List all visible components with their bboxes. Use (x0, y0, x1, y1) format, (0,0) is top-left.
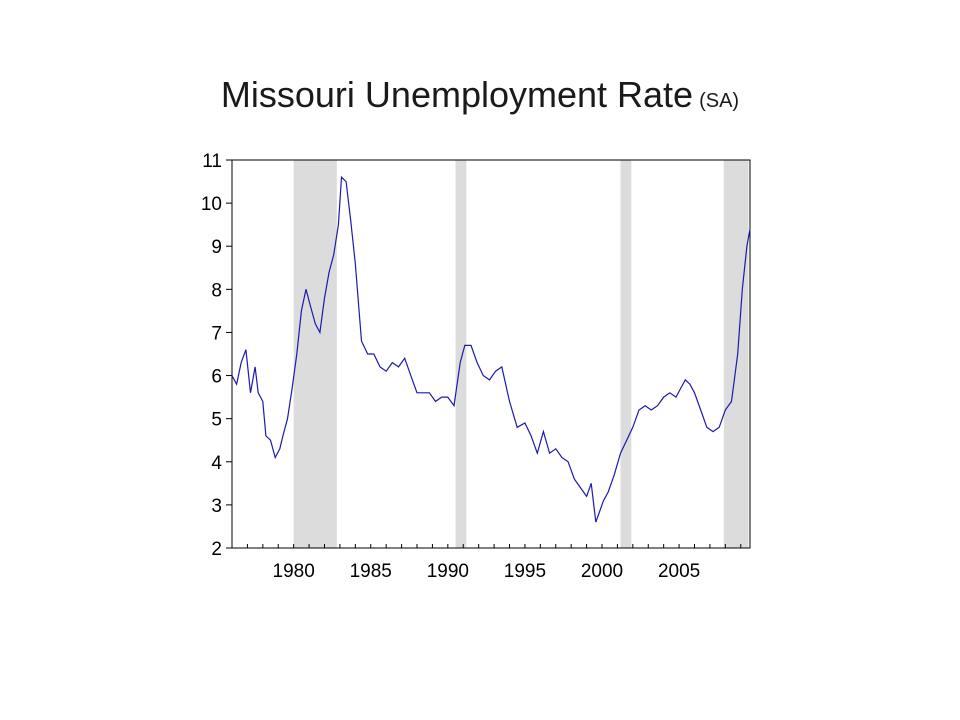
x-tick-label: 1995 (504, 561, 546, 582)
recession-band (293, 160, 337, 548)
recession-band (723, 160, 749, 548)
y-tick-label: 2 (211, 539, 222, 560)
x-tick-label: 2005 (658, 561, 700, 582)
plot-frame (231, 159, 751, 549)
chart-title-sub: (SA) (699, 90, 740, 112)
recession-band (620, 160, 632, 548)
y-tick-label: 9 (211, 237, 222, 258)
unemployment-rate-line (231, 175, 751, 523)
x-axis: 1980 1985 1990 1995 2000 2005 (231, 544, 742, 582)
chart-title: Missouri Unemployment Rate (SA) (0, 74, 960, 116)
x-tick-label: 1990 (427, 561, 469, 582)
y-tick-label: 6 (211, 367, 222, 388)
y-axis: 2 3 4 5 6 7 8 9 10 11 (201, 151, 232, 560)
y-tick-label: 11 (202, 151, 222, 172)
y-tick-label: 8 (211, 280, 222, 301)
x-tick-label: 2000 (581, 561, 623, 582)
recession-bands (293, 160, 749, 548)
recession-band (455, 160, 467, 548)
y-tick-label: 5 (211, 410, 222, 431)
y-tick-label: 7 (211, 323, 222, 344)
y-tick-label: 10 (201, 194, 222, 215)
chart-title-main: Missouri Unemployment Rate (220, 74, 694, 115)
y-tick-label: 3 (211, 496, 222, 517)
x-tick-label: 1985 (350, 561, 392, 582)
y-tick-label: 4 (211, 453, 222, 474)
x-tick-label: 1980 (273, 561, 315, 582)
